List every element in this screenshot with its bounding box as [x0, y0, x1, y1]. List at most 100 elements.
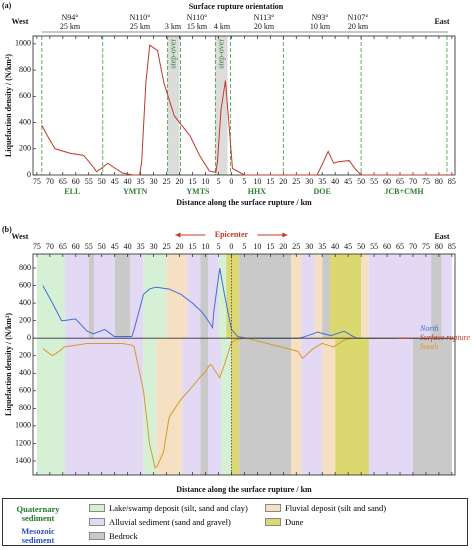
sediment-band: [291, 254, 302, 339]
sediment-band: [88, 254, 94, 339]
x-tick-label: 85: [448, 242, 456, 251]
x-tick-label: 40: [124, 242, 132, 251]
east-label: East: [434, 17, 449, 26]
panel-label: (a): [2, 1, 12, 10]
length-label: 25 km: [130, 22, 151, 31]
sediment-band: [166, 254, 188, 339]
y-tick-label: 1400: [15, 456, 31, 465]
x-tick-label: 75: [422, 242, 430, 251]
x-tick-label: 10: [253, 177, 261, 186]
x-tick-label: 70: [409, 177, 417, 186]
y-tick-label: 200: [19, 315, 31, 324]
x-tick-label: 10: [201, 242, 209, 251]
length-label: 20 km: [254, 22, 275, 31]
x-tick-label: 15: [189, 242, 197, 251]
y-tick-label: 1000: [15, 39, 31, 48]
epicenter-arrowhead: [175, 232, 181, 238]
segment-name: ELL: [64, 187, 80, 196]
x-axis-label: Distance along the surface rupture / km: [176, 485, 312, 494]
x-tick-label: 55: [85, 177, 93, 186]
legend-swatch: [89, 532, 105, 540]
x-axis-label: Distance along the surface rupture / km: [176, 198, 312, 207]
x-tick-label: 65: [396, 242, 404, 251]
y-axis-label: Liquefaction density / (N/km²): [4, 313, 13, 416]
x-tick-label: 40: [331, 242, 339, 251]
x-tick-label: 45: [111, 242, 119, 251]
x-tick-label: 75: [33, 177, 41, 186]
x-tick-label: 0: [229, 242, 233, 251]
epicenter-label: Epicenter: [215, 230, 249, 239]
sediment-band: [130, 254, 144, 339]
legend-group: Quaternary sediment: [16, 504, 60, 523]
x-tick-label: 30: [150, 242, 158, 251]
x-tick-label: 5: [242, 242, 246, 251]
series-label: South: [420, 342, 438, 351]
figure: (a) Surface rupture orientation West Eas…: [2, 1, 470, 494]
x-tick-label: 35: [318, 242, 326, 251]
sediment-band: [329, 254, 362, 339]
segment-name: HHX: [248, 187, 266, 196]
orientation-label: N93°: [312, 13, 329, 22]
x-tick-label: 40: [124, 177, 132, 186]
sediment-band: [218, 254, 227, 339]
sediment-band: [368, 338, 413, 475]
sediment-band: [36, 338, 66, 475]
x-tick-label: 20: [279, 177, 287, 186]
x-tick-label: 65: [59, 242, 67, 251]
x-tick-label: 25: [163, 177, 171, 186]
sediment-band: [291, 338, 302, 475]
y-tick-label: 0: [27, 170, 31, 179]
sediment-band: [143, 254, 167, 339]
x-tick-label: 25: [292, 177, 300, 186]
sediment-band: [361, 254, 369, 339]
y-axis-label: Liquefaction density / (N/km²): [4, 54, 13, 157]
series-label: North: [419, 324, 439, 333]
orientation-label: N110°: [130, 13, 151, 22]
x-tick-label: 25: [292, 242, 300, 251]
x-tick-label: 20: [176, 242, 184, 251]
step-over-width: 4 km: [214, 22, 231, 31]
legend-item: Lake/swamp deposit (silt, sand and clay): [89, 503, 248, 513]
legend-swatch: [89, 504, 105, 512]
x-tick-label: 50: [357, 177, 365, 186]
legend-swatch: [89, 518, 105, 526]
sediment-band: [182, 338, 201, 475]
legend-item: Fluvial deposit (silt and sand): [265, 503, 386, 513]
legend-text: Bedrock: [109, 531, 138, 541]
x-tick-label: 50: [98, 242, 106, 251]
sediment-band: [93, 254, 115, 339]
x-tick-label: 55: [370, 242, 378, 251]
segment-name: YMTN: [123, 187, 148, 196]
x-tick-label: 35: [137, 177, 145, 186]
x-tick-label: 55: [85, 242, 93, 251]
sediment-band: [208, 338, 222, 475]
east-label: East: [434, 232, 449, 241]
x-tick-label: 60: [383, 242, 391, 251]
x-tick-label: 30: [150, 177, 158, 186]
plot-frame: [32, 35, 456, 176]
x-tick-label: 55: [370, 177, 378, 186]
sediment-band: [200, 254, 209, 339]
x-tick-label: 10: [201, 177, 209, 186]
y-tick-label: 0: [27, 333, 31, 342]
y-tick-label: 600: [19, 91, 31, 100]
length-label: 15 km: [187, 22, 208, 31]
length-label: 20 km: [348, 22, 369, 31]
sediment-band: [322, 338, 336, 475]
x-tick-label: 65: [59, 177, 67, 186]
sediment-band: [65, 254, 89, 339]
legend-text: Lake/swamp deposit (silt, sand and clay): [109, 503, 248, 513]
x-tick-label: 50: [98, 177, 106, 186]
sediment-band: [200, 338, 209, 475]
x-tick-label: 25: [163, 242, 171, 251]
sediment-band: [335, 338, 369, 475]
segment-name: DOE: [314, 187, 331, 196]
x-tick-label: 60: [72, 177, 80, 186]
legend-group: Mesozoic sediment: [21, 526, 55, 545]
x-tick-label: 20: [176, 177, 184, 186]
panel-label: (b): [2, 225, 12, 234]
segment-name: YMTS: [186, 187, 210, 196]
x-tick-label: 50: [357, 242, 365, 251]
x-tick-label: 5: [216, 242, 220, 251]
x-tick-label: 45: [344, 177, 352, 186]
